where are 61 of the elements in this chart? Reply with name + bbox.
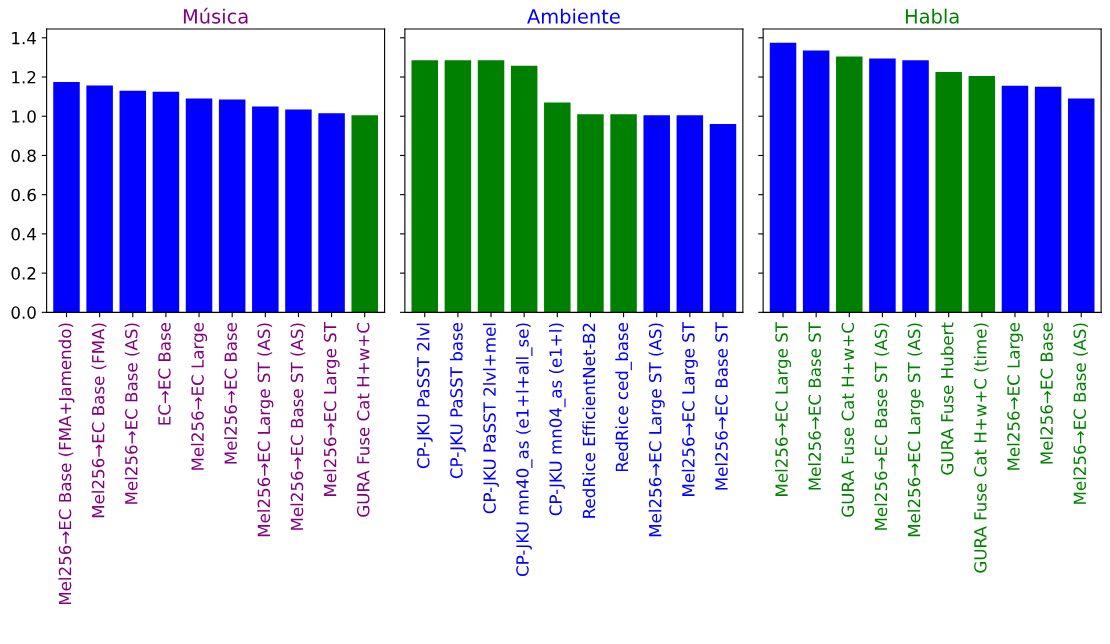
y-tick-label: 1.0 (12, 110, 36, 123)
y-tick-label: 0.2 (11, 267, 36, 280)
y-tick-label: 0.0 (11, 306, 36, 319)
x-tick-label: Mel256→EC Base ST (808, 322, 821, 490)
bar (577, 114, 604, 313)
x-tick-label: Mel256→EC Large ST (323, 322, 340, 496)
y-tick-label: 0.6 (11, 188, 36, 202)
x-tick-label: Mel256→EC Base (AS) (124, 323, 140, 504)
bar (968, 76, 996, 313)
x-tick-label: Mel256→EC Base (1040, 322, 1053, 464)
bar (1034, 86, 1062, 313)
y-tick-label: 0.4 (11, 227, 36, 241)
bar (869, 58, 896, 313)
x-tick-label: Mel256→EC Large (1006, 322, 1024, 470)
x-tick-label: CP-JKU mn40_as (e1+l+all_se) (515, 323, 533, 576)
chart-title: Habla (905, 8, 959, 24)
y-tick-label: 1.4 (12, 31, 36, 45)
x-tick-label: GURA Fuse Hubert (940, 322, 954, 475)
x-tick-label: Mel256→EC Large ST (774, 322, 792, 496)
bar (1067, 98, 1095, 313)
bar (444, 60, 472, 313)
bar (769, 42, 797, 313)
x-tick-label: Mel256→EC Base (FMA+Jamendo) (58, 323, 75, 605)
y-tick-label: 1.2 (12, 70, 36, 84)
chart-title: Música (183, 7, 248, 24)
chart-title: Ambiente (527, 8, 620, 24)
x-tick-label: RedRice EfficientNet-B2 (582, 323, 596, 518)
bar (1001, 85, 1029, 313)
x-tick-label: Mel256→EC Large ST (681, 322, 698, 496)
x-tick-label: Mel256→EC Base ST (AS) (290, 323, 306, 530)
bar (902, 60, 929, 313)
x-tick-label: Mel256→EC Large ST (AS) (907, 323, 924, 537)
bar (544, 102, 571, 313)
bar (477, 60, 505, 313)
x-tick-label: Mel256→EC Base (AS) (1073, 323, 1089, 504)
bar (676, 115, 704, 313)
bar (610, 114, 637, 313)
bar (643, 115, 670, 313)
bar (935, 72, 962, 313)
x-tick-label: GURA Fuse Cat H+w+C (841, 322, 855, 517)
bar (510, 65, 538, 313)
x-tick-label: EC→EC Base (158, 322, 171, 425)
x-tick-label: Mel256→EC Base (224, 322, 238, 464)
x-tick-label: CP-JKU PaSST base (449, 322, 466, 479)
x-tick-label: GURA Fuse Cat H+w+C (time) (973, 323, 989, 573)
x-tick-label: Mel256→EC Base ST (714, 322, 728, 490)
bar (411, 60, 439, 313)
x-tick-label: Mel256→EC Large ST (AS) (648, 323, 665, 537)
x-tick-label: CP-JKU PaSST 2lvl+mel (482, 323, 499, 514)
y-tick-label: 0.8 (11, 149, 36, 163)
bar (836, 56, 863, 313)
bar (802, 50, 830, 313)
x-tick-label: Mel256→EC Base ST (AS) (874, 323, 890, 530)
x-tick-label: CP-JKU PaSST 2lvl (416, 323, 433, 469)
x-tick-label: Mel256→EC Base (FMA) (91, 323, 107, 518)
x-tick-label: Mel256→EC Large (190, 322, 208, 470)
bar (709, 124, 737, 313)
x-tick-label: Mel256→EC Large ST (AS) (257, 323, 274, 537)
x-tick-label: GURA Fuse Cat H+w+C (356, 322, 370, 517)
x-tick-label: RedRice ced_base (615, 322, 632, 472)
x-tick-label: CP-JKU mn04_as (e1+l) (549, 323, 566, 516)
